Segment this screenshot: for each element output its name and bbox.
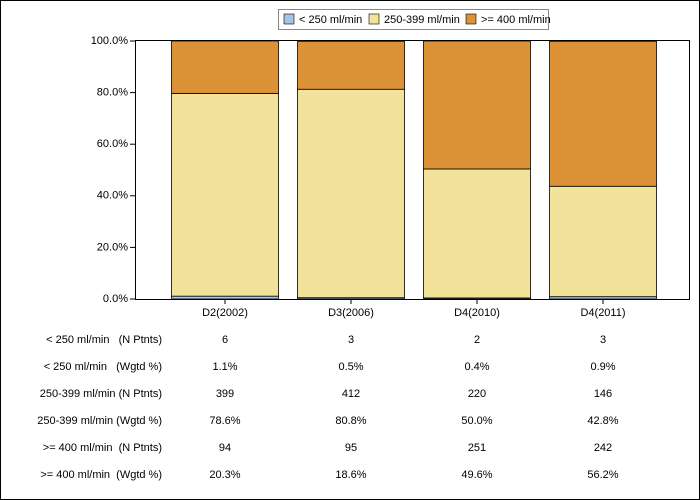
table-row-label: >= 400 ml/min (N Ptnts) <box>43 442 162 454</box>
table-cell: 242 <box>594 442 612 454</box>
legend-label: >= 400 ml/min <box>481 14 551 26</box>
table-row-label: >= 400 ml/min (Wgtd %) <box>40 469 162 481</box>
table-cell: 49.6% <box>461 469 492 481</box>
y-tick-label: 40.0% <box>97 190 128 202</box>
table-row-label: < 250 ml/min (N Ptnts) <box>46 334 162 346</box>
table-cell: 80.8% <box>335 415 366 427</box>
y-tick-label: 80.0% <box>97 87 128 99</box>
legend-swatch <box>283 13 295 25</box>
table-cell: 6 <box>222 334 228 346</box>
table-row-label: 250-399 ml/min (N Ptnts) <box>40 388 162 400</box>
plot-area <box>135 40 690 300</box>
x-tick-label: D3(2006) <box>328 307 374 319</box>
table-cell: 50.0% <box>461 415 492 427</box>
table-cell: 20.3% <box>209 469 240 481</box>
bar-segment <box>423 40 531 170</box>
table-cell: 0.9% <box>590 361 615 373</box>
y-tick-label: 100.0% <box>91 35 129 47</box>
table-cell: 78.6% <box>209 415 240 427</box>
y-tick-label: 20.0% <box>97 241 128 253</box>
x-tick-label: D2(2002) <box>202 307 248 319</box>
legend-swatch <box>368 13 380 25</box>
table-cell: 0.4% <box>464 361 489 373</box>
bar-segment <box>549 40 657 187</box>
table-cell: 0.5% <box>338 361 363 373</box>
table-cell: 412 <box>342 388 360 400</box>
x-tick-label: D4(2011) <box>580 307 625 319</box>
bar-segment <box>297 40 405 90</box>
table-cell: 146 <box>594 388 612 400</box>
y-tick-label: 0.0% <box>103 293 128 305</box>
bar-segment <box>171 92 279 297</box>
table-cell: 3 <box>600 334 606 346</box>
bar-segment <box>171 40 279 94</box>
legend-label: 250-399 ml/min <box>384 14 460 26</box>
bar-segment <box>549 185 657 298</box>
bar-segment <box>423 168 531 299</box>
table-cell: 3 <box>348 334 354 346</box>
table-cell: 2 <box>474 334 480 346</box>
table-cell: 220 <box>468 388 486 400</box>
table-cell: 94 <box>219 442 231 454</box>
x-tick-label: D4(2010) <box>454 307 500 319</box>
bar-segment <box>297 88 405 299</box>
table-row-label: 250-399 ml/min (Wgtd %) <box>37 415 162 427</box>
y-tick-label: 60.0% <box>97 138 128 150</box>
table-cell: 42.8% <box>587 415 618 427</box>
table-cell: 56.2% <box>587 469 618 481</box>
table-cell: 251 <box>468 442 486 454</box>
legend-label: < 250 ml/min <box>299 14 362 26</box>
bar-segment <box>171 295 279 300</box>
table-cell: 95 <box>345 442 357 454</box>
table-row-label: < 250 ml/min (Wgtd %) <box>44 361 162 373</box>
table-cell: 399 <box>216 388 234 400</box>
table-cell: 1.1% <box>212 361 237 373</box>
legend-box <box>278 9 549 30</box>
legend-swatch <box>465 13 477 25</box>
table-cell: 18.6% <box>335 469 366 481</box>
